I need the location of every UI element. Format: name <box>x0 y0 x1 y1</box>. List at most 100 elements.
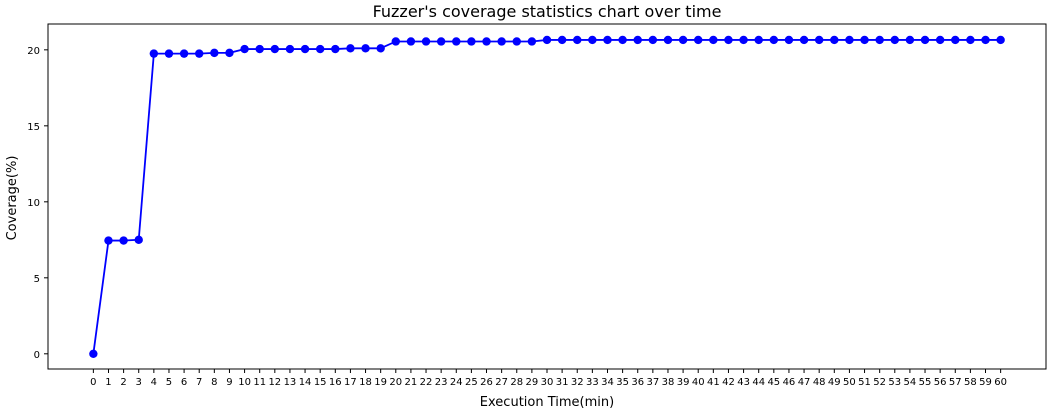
x-tick-label: 44 <box>752 377 765 388</box>
data-point <box>618 35 627 45</box>
y-axis-label: Coverage(%) <box>5 156 20 241</box>
x-tick-label: 41 <box>707 377 720 388</box>
x-tick-label: 31 <box>556 377 569 388</box>
data-point <box>799 35 809 45</box>
data-point <box>315 44 325 54</box>
data-point <box>452 37 461 46</box>
data-point <box>285 44 295 54</box>
data-point <box>648 35 658 45</box>
x-tick-label: 25 <box>465 377 478 388</box>
data-point <box>663 35 673 45</box>
x-tick-label: 4 <box>151 377 157 388</box>
y-tick-label: 0 <box>34 350 40 361</box>
x-tick-label: 20 <box>389 377 402 388</box>
x-tick-label: 16 <box>329 377 342 388</box>
data-point <box>482 37 491 46</box>
x-tick-label: 21 <box>405 377 418 388</box>
x-tick-label: 55 <box>919 377 932 388</box>
x-tick-label: 22 <box>420 377 433 388</box>
x-tick-label: 32 <box>571 377 584 388</box>
data-point <box>875 35 884 45</box>
y-tick-label: 20 <box>27 46 40 57</box>
x-tick-label: 49 <box>828 377 841 388</box>
data-point <box>89 349 98 359</box>
x-tick-label: 5 <box>166 377 172 388</box>
x-tick-label: 59 <box>979 377 992 388</box>
data-point <box>240 44 249 54</box>
data-point <box>195 49 204 58</box>
data-point <box>406 37 416 46</box>
data-point <box>830 35 839 45</box>
data-point <box>255 44 264 54</box>
x-tick-label: 60 <box>994 377 1007 388</box>
data-point <box>678 35 688 45</box>
x-tick-label: 34 <box>601 377 614 388</box>
data-point <box>784 35 794 45</box>
x-tick-label: 15 <box>314 377 327 388</box>
x-tick-label: 18 <box>359 377 372 388</box>
data-point <box>527 37 537 46</box>
data-point <box>935 35 945 45</box>
chart-title: Fuzzer's coverage statistics chart over … <box>373 2 722 21</box>
y-tick-label: 5 <box>34 274 40 285</box>
data-point <box>376 44 385 53</box>
x-tick-label: 53 <box>888 377 901 388</box>
data-point <box>724 35 733 45</box>
x-tick-label: 42 <box>722 377 735 388</box>
data-point <box>814 35 824 45</box>
x-tick-label: 45 <box>767 377 780 388</box>
data-point <box>225 48 234 58</box>
x-tick-label: 12 <box>268 377 281 388</box>
x-tick-label: 14 <box>299 377 312 388</box>
data-point <box>119 236 128 245</box>
data-point <box>436 37 446 46</box>
x-tick-label: 11 <box>253 377 266 388</box>
data-point <box>497 37 506 46</box>
x-tick-label: 13 <box>284 377 297 388</box>
x-tick-label: 38 <box>662 377 675 388</box>
x-tick-label: 51 <box>858 377 871 388</box>
data-point <box>694 35 703 45</box>
data-point <box>588 35 597 45</box>
data-point <box>996 35 1005 45</box>
data-point <box>557 35 567 45</box>
x-tick-label: 24 <box>450 377 463 388</box>
data-point <box>391 37 400 46</box>
data-point <box>179 49 189 58</box>
data-point <box>421 37 431 46</box>
x-tick-label: 28 <box>510 377 523 388</box>
data-point <box>709 35 718 45</box>
data-point <box>346 44 355 53</box>
x-tick-label: 1 <box>105 377 111 388</box>
data-point <box>739 35 748 45</box>
plot-area-frame <box>47 23 1047 370</box>
x-tick-label: 10 <box>238 377 251 388</box>
x-tick-label: 8 <box>211 377 217 388</box>
x-tick-label: 0 <box>90 377 96 388</box>
data-point <box>542 35 552 45</box>
x-tick-label: 54 <box>904 377 917 388</box>
data-point <box>149 49 159 58</box>
series-line <box>92 39 1001 354</box>
data-point <box>512 37 521 46</box>
data-point <box>331 44 340 54</box>
x-tick-label: 50 <box>843 377 856 388</box>
data-point <box>769 35 779 45</box>
data-point <box>300 44 310 54</box>
x-tick-label: 23 <box>435 377 448 388</box>
x-tick-label: 3 <box>136 377 142 388</box>
x-tick-label: 26 <box>480 377 493 388</box>
data-point <box>951 35 960 45</box>
data-point <box>603 35 612 45</box>
x-tick-label: 17 <box>344 377 357 388</box>
x-tick-label: 30 <box>541 377 554 388</box>
x-tick-label: 19 <box>374 377 387 388</box>
data-point <box>210 48 219 58</box>
data-point <box>164 49 174 58</box>
x-tick-label: 2 <box>120 377 126 388</box>
x-tick-label: 57 <box>949 377 962 388</box>
x-axis: 0 1 2 3 4 5 6 7 8 9 10 11 12 13 14 15 16 17 18 19 20 21 22 23 24… <box>90 369 1007 388</box>
x-tick-label: 9 <box>226 377 232 388</box>
x-tick-label: 29 <box>526 377 539 388</box>
data-point <box>966 35 975 45</box>
